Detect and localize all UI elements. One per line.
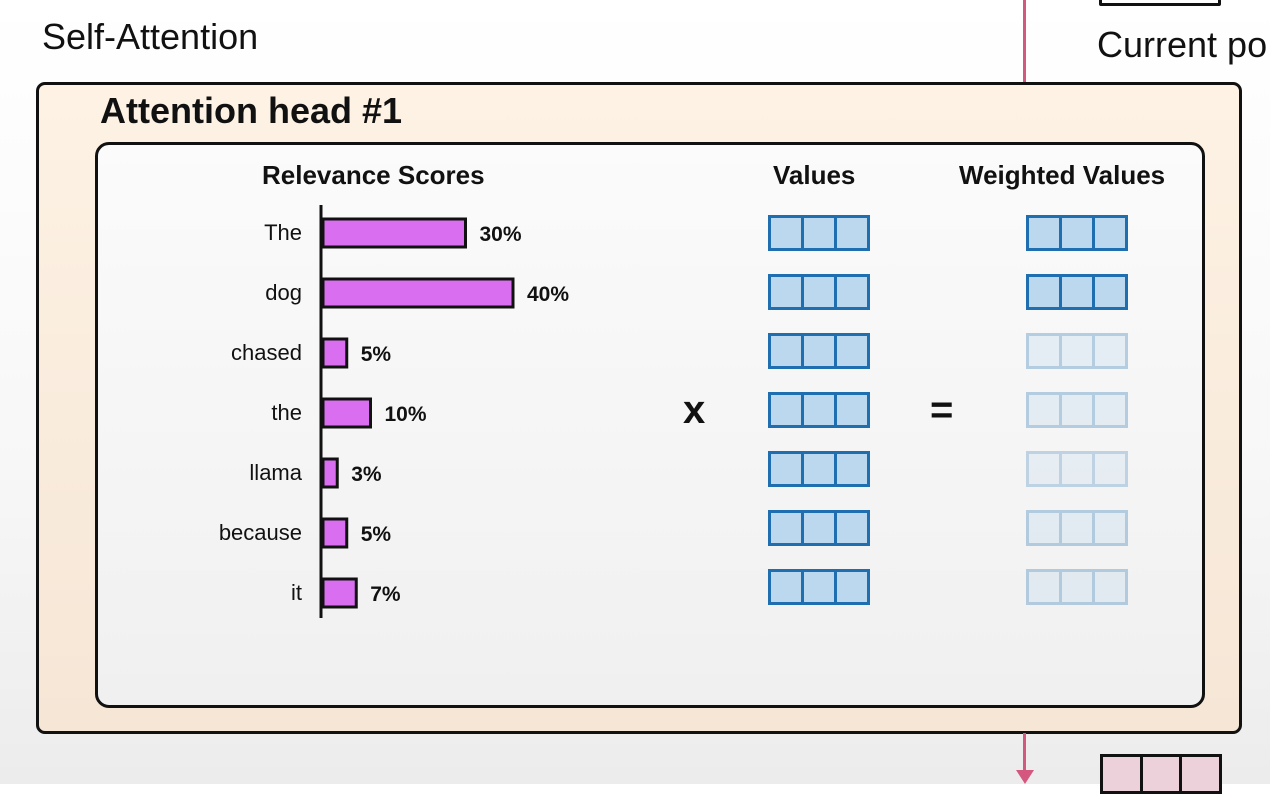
weighted-value-vector-cell: [1029, 218, 1062, 248]
relevance-percent-label: 30%: [480, 223, 522, 246]
value-vector-cell: [804, 395, 837, 425]
value-vector-cell: [837, 277, 867, 307]
value-vector-cell: [837, 336, 867, 366]
value-vector-cell: [804, 572, 837, 602]
relevance-percent-label: 40%: [527, 283, 569, 306]
output-vector-cell: [1143, 757, 1183, 791]
value-vector-cell: [771, 454, 804, 484]
weighted-value-vector-cell: [1095, 336, 1125, 366]
relevance-percent-label: 5%: [361, 343, 392, 366]
value-vector: [768, 569, 870, 605]
flow-arrow-head: [1016, 770, 1034, 784]
token-label: the: [271, 400, 302, 425]
weighted-value-vector: [1026, 451, 1128, 487]
token-label: dog: [265, 280, 302, 305]
output-vector: [1100, 754, 1222, 794]
weighted-value-vector-cell: [1062, 277, 1095, 307]
value-vector-cell: [804, 454, 837, 484]
weighted-values-header: Weighted Values: [959, 160, 1166, 190]
weighted-value-vector: [1026, 569, 1128, 605]
token-label: chased: [231, 340, 302, 365]
token-label: because: [219, 520, 302, 545]
value-vector: [768, 510, 870, 546]
value-vector-cell: [804, 336, 837, 366]
relevance-percent-label: 5%: [361, 523, 392, 546]
value-vector-cell: [804, 277, 837, 307]
weighted-value-vector-cell: [1029, 572, 1062, 602]
weighted-value-vector-cell: [1062, 572, 1095, 602]
weighted-value-vector-cell: [1062, 513, 1095, 543]
weighted-value-vector: [1026, 392, 1128, 428]
value-vector-cell: [837, 513, 867, 543]
value-vector: [768, 215, 870, 251]
relevance-percent-label: 10%: [385, 403, 427, 426]
weighted-value-vector-cell: [1095, 277, 1125, 307]
token-label: llama: [249, 460, 302, 485]
value-vector-cell: [804, 513, 837, 543]
weighted-value-vector-cell: [1095, 454, 1125, 484]
value-vector: [768, 451, 870, 487]
value-vector-cell: [771, 336, 804, 366]
equals-operator: =: [930, 388, 954, 432]
weighted-value-vector-cell: [1062, 395, 1095, 425]
value-vector: [768, 274, 870, 310]
relevance-percent-label: 3%: [351, 463, 382, 486]
flow-arrow-in: [1023, 0, 1026, 84]
value-vector-cell: [837, 218, 867, 248]
section-title: Self-Attention: [42, 16, 259, 57]
weighted-value-vector-cell: [1095, 513, 1125, 543]
weighted-value-vector-cell: [1029, 395, 1062, 425]
output-vector-cell: [1103, 757, 1143, 791]
weighted-value-vector-cell: [1062, 454, 1095, 484]
value-vector-cell: [771, 218, 804, 248]
value-vector-cell: [837, 572, 867, 602]
weighted-value-vector-cell: [1029, 277, 1062, 307]
relevance-bar: [321, 337, 349, 369]
weighted-value-vector-cell: [1062, 336, 1095, 366]
relevance-percent-label: 7%: [370, 583, 401, 606]
output-vector-cell: [1182, 757, 1219, 791]
weighted-value-vector: [1026, 274, 1128, 310]
relevance-bar: [321, 457, 339, 489]
weighted-value-vector-cell: [1029, 513, 1062, 543]
relevance-scores-header: Relevance Scores: [262, 160, 485, 190]
current-position-label: Current po: [1097, 24, 1268, 65]
value-vector-cell: [837, 454, 867, 484]
value-vector: [768, 333, 870, 369]
value-vector-cell: [771, 572, 804, 602]
relevance-bar: [321, 277, 515, 309]
value-vector-cell: [771, 513, 804, 543]
relevance-bar: [321, 577, 358, 609]
token-label: The: [264, 220, 302, 245]
attention-head-title: Attention head #1: [100, 90, 403, 131]
token-label: it: [291, 580, 302, 605]
multiply-operator: x: [683, 388, 706, 432]
weighted-value-vector-cell: [1095, 218, 1125, 248]
weighted-value-vector-cell: [1029, 454, 1062, 484]
relevance-bar: [321, 517, 349, 549]
weighted-value-vector-cell: [1029, 336, 1062, 366]
attention-computation-panel: [95, 142, 1205, 708]
weighted-value-vector-cell: [1095, 572, 1125, 602]
relevance-bar: [321, 397, 372, 429]
values-header: Values: [773, 160, 856, 190]
relevance-bar: [321, 217, 467, 249]
flow-arrow-out: [1023, 733, 1026, 773]
value-vector-cell: [771, 277, 804, 307]
value-vector-cell: [837, 395, 867, 425]
value-vector: [768, 392, 870, 428]
top-vector: [1099, 0, 1221, 6]
weighted-value-vector: [1026, 215, 1128, 251]
weighted-value-vector-cell: [1095, 395, 1125, 425]
weighted-value-vector: [1026, 510, 1128, 546]
weighted-value-vector-cell: [1062, 218, 1095, 248]
value-vector-cell: [804, 218, 837, 248]
weighted-value-vector: [1026, 333, 1128, 369]
value-vector-cell: [771, 395, 804, 425]
